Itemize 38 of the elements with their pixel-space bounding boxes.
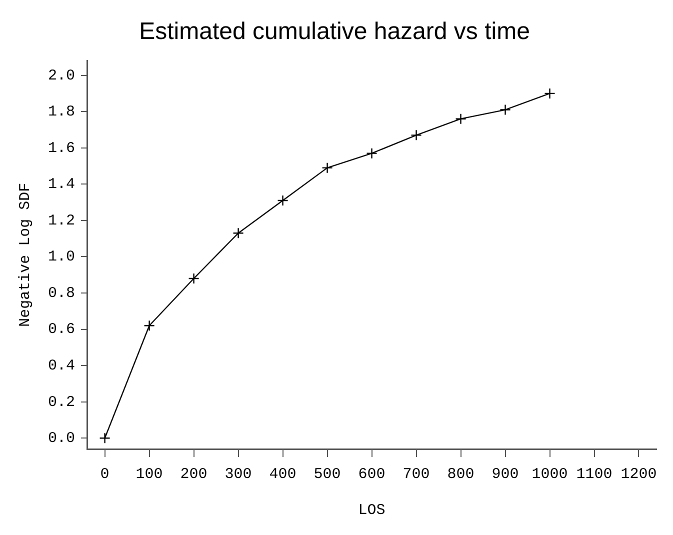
point bbox=[232, 228, 244, 239]
x-tick-label: 300 bbox=[224, 466, 252, 483]
y-tick-label: 1.8 bbox=[48, 104, 76, 121]
y-tick-label: 1.4 bbox=[48, 176, 76, 194]
x-tick-label: 700 bbox=[402, 466, 430, 483]
y-tick-label: 0.6 bbox=[48, 321, 76, 338]
y-tick-label: 0.8 bbox=[48, 284, 76, 302]
y-tick-label: 0.0 bbox=[48, 430, 76, 448]
y-tick-label: 1.0 bbox=[48, 248, 76, 266]
chart-title: Estimated cumulative hazard vs time bbox=[139, 18, 530, 46]
x-tick-label: 600 bbox=[358, 466, 386, 483]
x-tick-label: 200 bbox=[180, 466, 208, 483]
x-tick-label: 1100 bbox=[576, 466, 612, 483]
x-tick-label: 1000 bbox=[532, 466, 568, 483]
x-tick-label: 900 bbox=[492, 466, 519, 483]
x-tick-label: 500 bbox=[314, 466, 341, 483]
point bbox=[144, 320, 155, 332]
x-axis-title: LOS bbox=[358, 502, 386, 519]
point bbox=[322, 162, 333, 174]
x-tick-label: 800 bbox=[447, 466, 474, 483]
y-tick-label: 0.2 bbox=[48, 394, 76, 411]
point bbox=[277, 194, 288, 206]
point bbox=[500, 104, 511, 116]
point bbox=[188, 272, 200, 284]
point bbox=[410, 130, 422, 141]
x-tick-label: 400 bbox=[269, 466, 296, 483]
x-tick-label: 1200 bbox=[620, 466, 657, 483]
point bbox=[366, 148, 378, 159]
y-tick-label: 2.0 bbox=[48, 67, 76, 84]
x-tick-label: 0 bbox=[100, 466, 110, 483]
point bbox=[455, 113, 466, 124]
point bbox=[99, 432, 110, 444]
y-tick-label: 1.2 bbox=[48, 212, 76, 230]
point bbox=[544, 88, 556, 100]
y-axis-title: Negative Log SDF bbox=[16, 182, 34, 327]
y-tick-label: 0.4 bbox=[48, 358, 76, 375]
y-tick-label: 1.6 bbox=[48, 140, 76, 157]
x-tick-label: 100 bbox=[136, 466, 163, 483]
